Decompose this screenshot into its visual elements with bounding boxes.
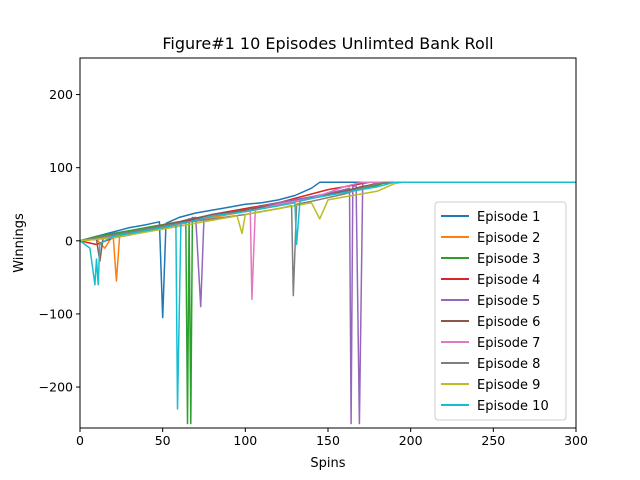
legend-label: Episode 2 [477, 231, 540, 246]
x-tick-label: 300 [564, 433, 588, 448]
x-tick-label: 100 [233, 433, 257, 448]
x-axis-label: Spins [310, 456, 345, 471]
legend-label: Episode 9 [477, 378, 540, 393]
legend-label: Episode 5 [477, 294, 540, 309]
series-line [80, 181, 576, 319]
y-axis: −200 −100 0 100 200 [39, 87, 80, 395]
legend-label: Episode 10 [477, 399, 549, 414]
chart-title: Figure#1 10 Episodes Unlimted Bank Roll [162, 34, 493, 53]
legend-box [434, 201, 567, 421]
legend-label: Episode 8 [477, 357, 540, 372]
x-tick-label: 0 [76, 433, 84, 448]
y-tick-label: −200 [39, 380, 73, 395]
legend: Episode 1 Episode 2 Episode 3 Episode 4 Epis… [434, 201, 567, 421]
x-tick-label: 200 [399, 433, 423, 448]
x-tick-label: 150 [316, 433, 340, 448]
series-line [80, 181, 576, 410]
y-tick-label: 0 [65, 233, 73, 248]
y-tick-label: 200 [49, 87, 73, 102]
series-layer [80, 181, 576, 425]
y-tick-label: 100 [49, 160, 73, 175]
legend-label: Episode 7 [477, 336, 540, 351]
legend-label: Episode 4 [477, 273, 540, 288]
y-axis-label: Winnings [12, 213, 27, 273]
y-tick-label: −100 [39, 306, 73, 321]
x-axis: 0 50 100 150 200 250 300 [76, 428, 588, 448]
x-tick-label: 250 [481, 433, 505, 448]
legend-label: Episode 6 [477, 315, 540, 330]
x-tick-label: 50 [155, 433, 171, 448]
legend-label: Episode 1 [477, 210, 540, 225]
legend-label: Episode 3 [477, 252, 540, 267]
